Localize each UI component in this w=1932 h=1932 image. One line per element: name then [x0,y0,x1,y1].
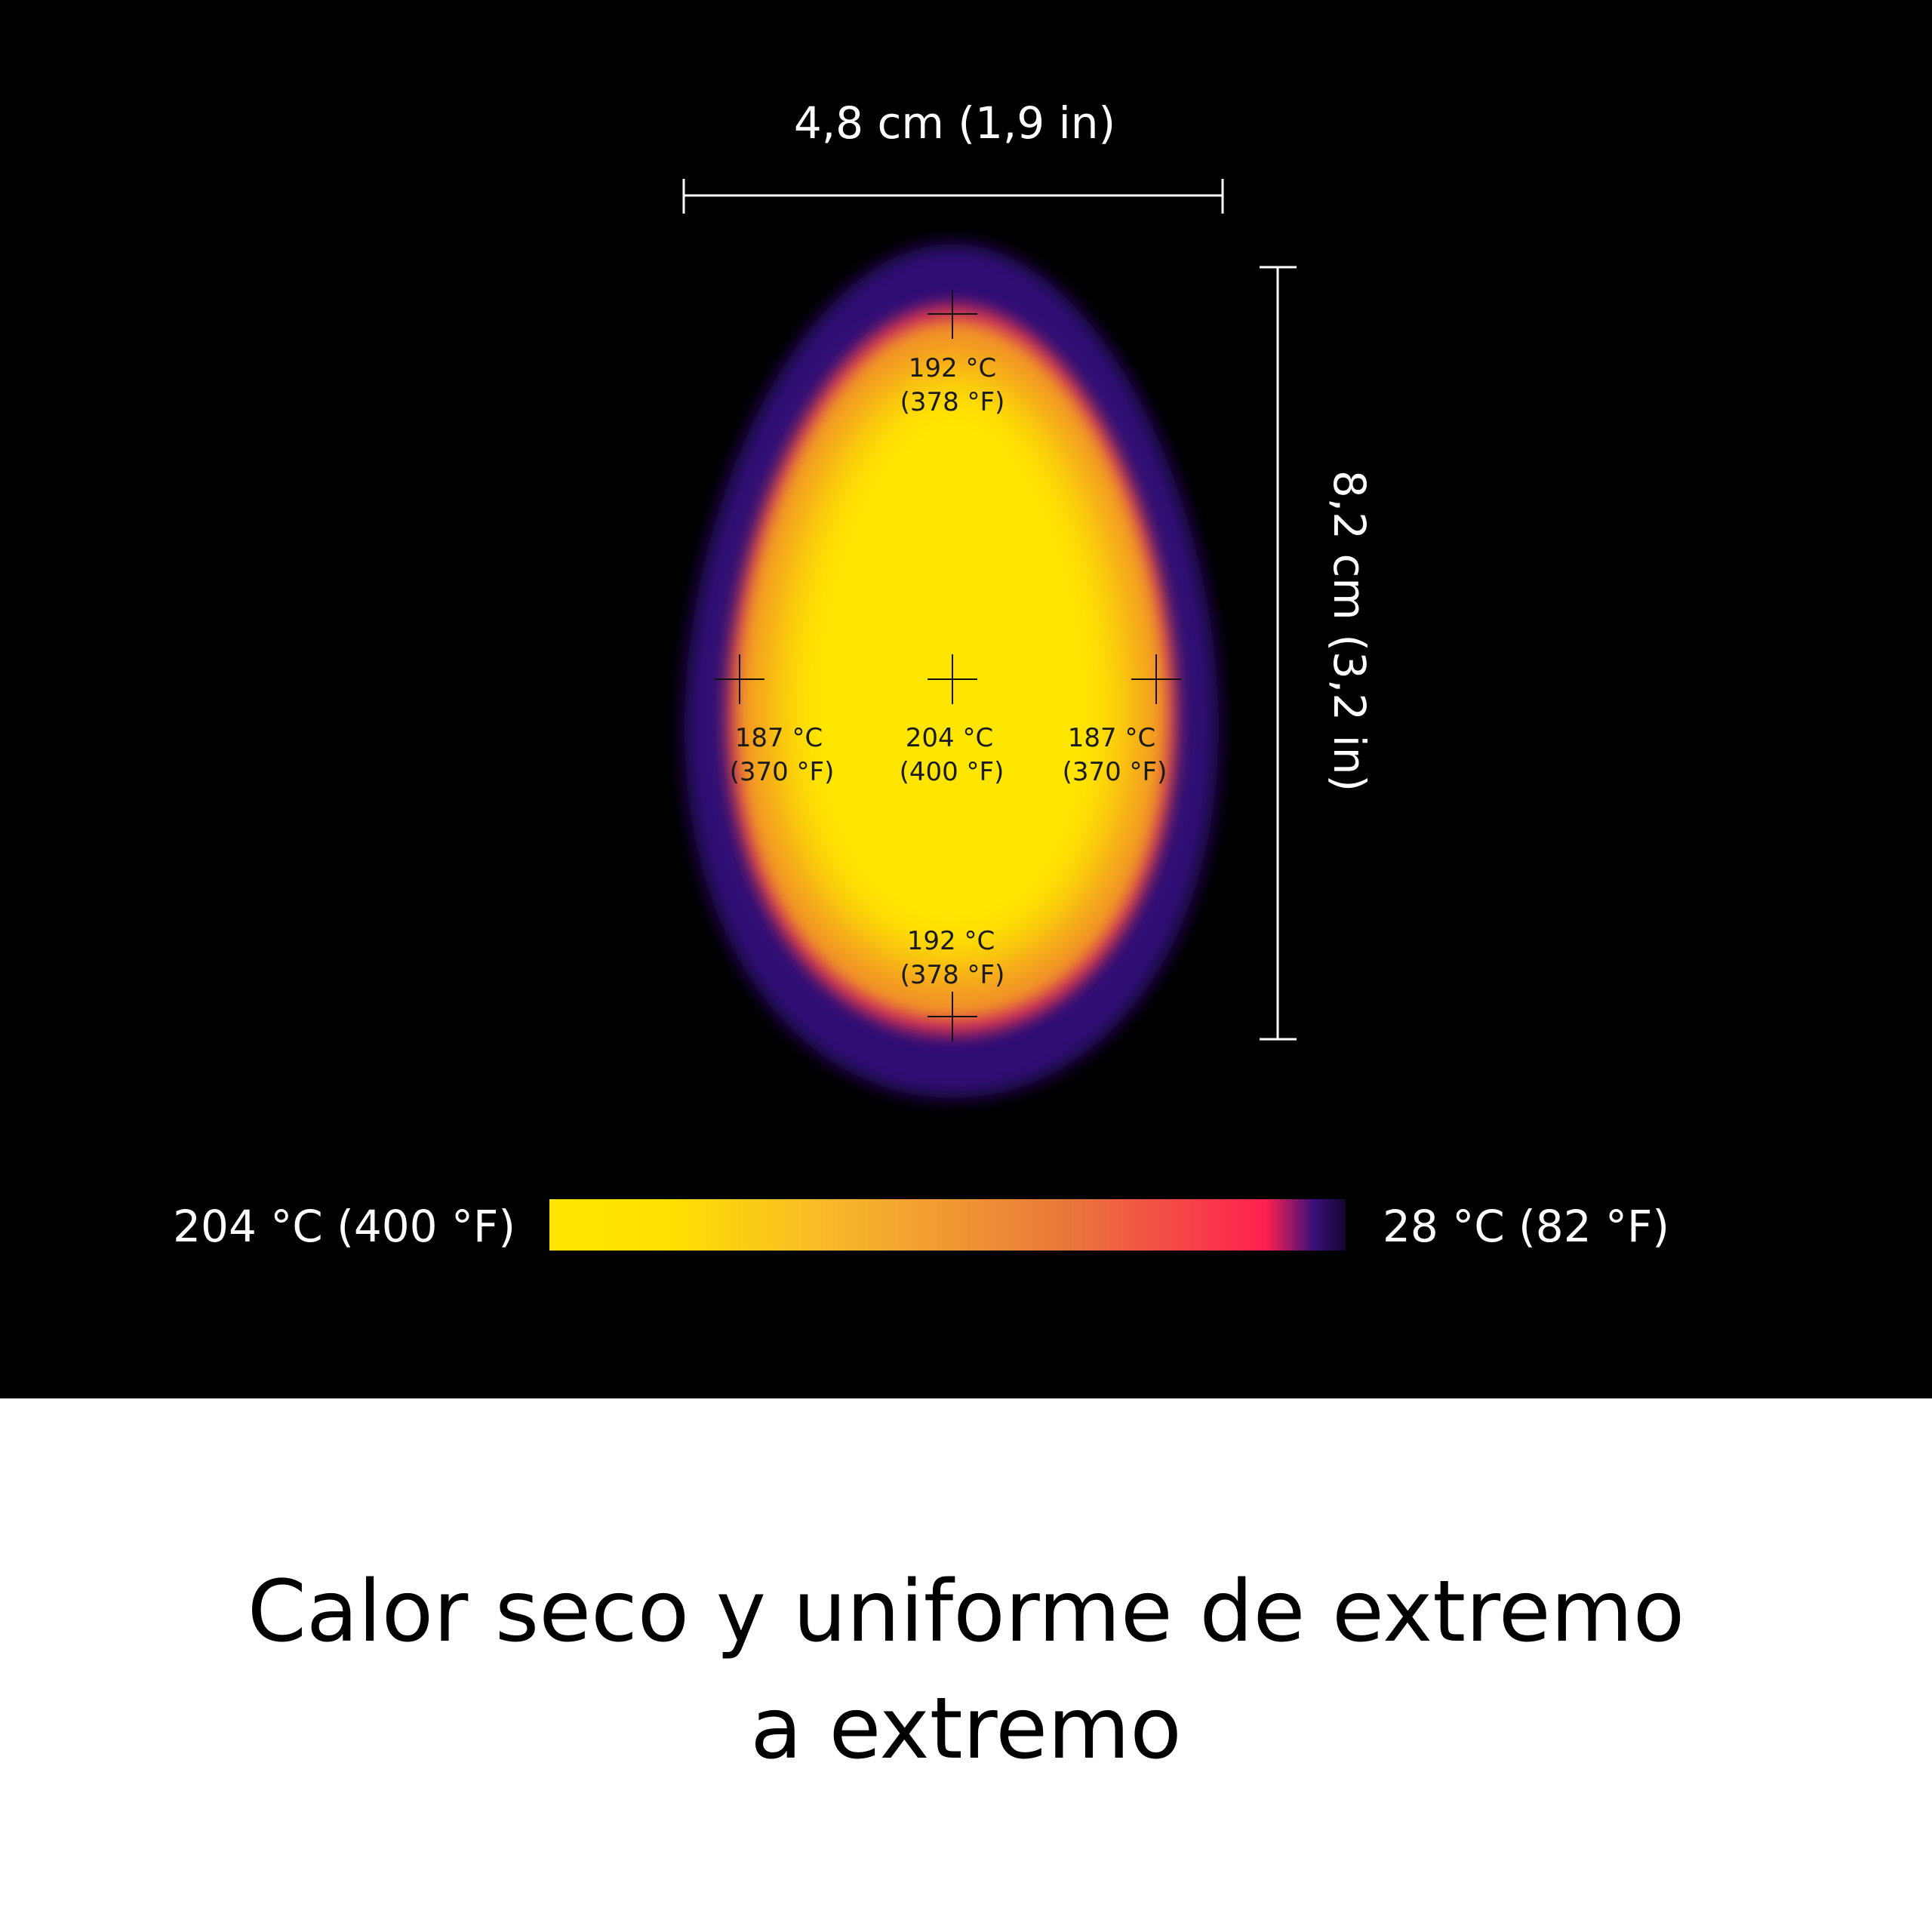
scale-max: 204 °C (400 °F) [173,1201,515,1252]
point-celsius: 187 °C [735,723,823,753]
point-labels: 192 °C (378 °F) 187 °C (370 °F) 204 °C (… [730,353,1168,990]
point-celsius: 192 °C [909,353,996,383]
point-fahrenheit: (370 °F) [730,757,835,787]
color-scale: 204 °C (400 °F) 28 °C (82 °F) [173,1199,1669,1252]
caption-line: Calor seco y uniforme de extremo [248,1563,1685,1661]
point-fahrenheit: (378 °F) [900,960,1005,990]
point-celsius: 187 °C [1068,723,1155,753]
caption-line: a extremo [750,1680,1181,1778]
scale-min: 28 °C (82 °F) [1383,1201,1669,1252]
scale-bar [549,1199,1346,1251]
width-measure: 4,8 cm (1,9 in) [682,97,1224,214]
point-fahrenheit: (378 °F) [900,387,1005,417]
height-label: 8,2 cm (3,2 in) [1324,470,1375,792]
width-label: 4,8 cm (1,9 in) [794,97,1115,149]
height-measure: 8,2 cm (3,2 in) [1260,266,1375,1041]
point-celsius: 204 °C [906,723,993,753]
crosshairs [715,289,1181,1041]
point-celsius: 192 °C [907,926,995,956]
point-fahrenheit: (400 °F) [900,757,1004,787]
point-fahrenheit: (370 °F) [1063,757,1168,787]
